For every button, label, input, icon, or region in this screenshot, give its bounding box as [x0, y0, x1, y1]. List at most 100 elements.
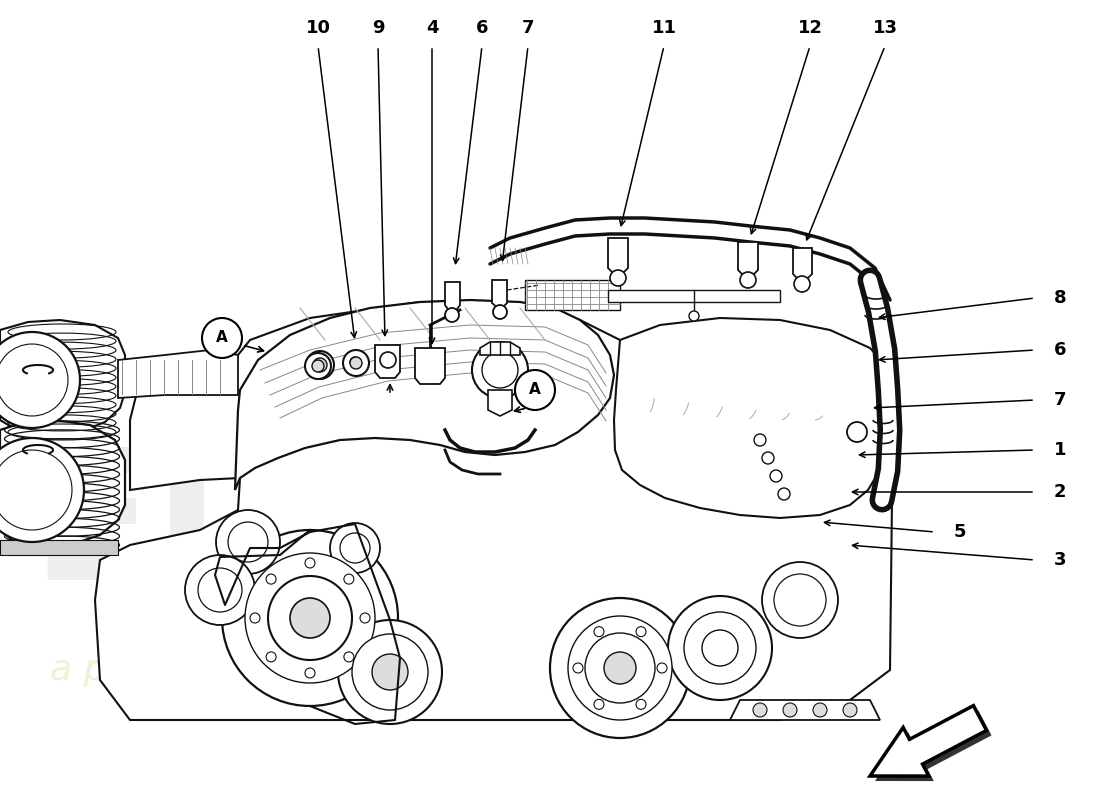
- Circle shape: [762, 452, 774, 464]
- Circle shape: [515, 370, 556, 410]
- FancyArrow shape: [870, 706, 987, 776]
- Text: 5: 5: [954, 523, 966, 541]
- FancyArrow shape: [874, 710, 991, 781]
- Circle shape: [306, 351, 334, 379]
- Text: 7: 7: [521, 19, 535, 37]
- Circle shape: [446, 308, 459, 322]
- Circle shape: [185, 555, 255, 625]
- Text: 9: 9: [372, 19, 384, 37]
- Polygon shape: [525, 280, 620, 310]
- Circle shape: [604, 652, 636, 684]
- Circle shape: [636, 626, 646, 637]
- Circle shape: [305, 353, 331, 379]
- Polygon shape: [488, 390, 512, 416]
- Circle shape: [228, 522, 268, 562]
- Circle shape: [0, 332, 80, 428]
- Circle shape: [338, 620, 442, 724]
- Text: 3: 3: [1054, 551, 1066, 569]
- Polygon shape: [793, 248, 812, 280]
- Polygon shape: [614, 318, 892, 518]
- Circle shape: [340, 533, 370, 563]
- Text: 1: 1: [1054, 441, 1066, 459]
- Circle shape: [305, 668, 315, 678]
- Circle shape: [794, 276, 810, 292]
- Text: A: A: [529, 382, 541, 398]
- Circle shape: [344, 351, 366, 373]
- Circle shape: [847, 422, 867, 442]
- Text: A: A: [216, 330, 228, 346]
- Circle shape: [754, 703, 767, 717]
- Circle shape: [585, 633, 654, 703]
- Circle shape: [266, 652, 276, 662]
- Circle shape: [350, 357, 360, 367]
- Circle shape: [344, 574, 354, 584]
- Circle shape: [783, 703, 798, 717]
- Circle shape: [770, 470, 782, 482]
- Circle shape: [344, 652, 354, 662]
- Text: 7: 7: [1054, 391, 1066, 409]
- Text: 10: 10: [306, 19, 330, 37]
- Text: 6: 6: [1054, 341, 1066, 359]
- Polygon shape: [730, 700, 880, 720]
- Circle shape: [610, 270, 626, 286]
- Polygon shape: [608, 290, 780, 302]
- Circle shape: [754, 434, 766, 446]
- Text: 11: 11: [651, 19, 676, 37]
- Circle shape: [573, 663, 583, 673]
- Circle shape: [343, 350, 368, 376]
- Circle shape: [740, 272, 756, 288]
- Circle shape: [202, 318, 242, 358]
- Circle shape: [684, 612, 756, 684]
- Circle shape: [314, 358, 327, 372]
- Text: 4: 4: [426, 19, 438, 37]
- Text: 8: 8: [1054, 289, 1066, 307]
- Circle shape: [0, 344, 68, 416]
- Circle shape: [222, 530, 398, 706]
- Polygon shape: [375, 345, 400, 378]
- Polygon shape: [0, 320, 125, 435]
- Polygon shape: [492, 280, 507, 310]
- Circle shape: [774, 574, 826, 626]
- Circle shape: [360, 613, 370, 623]
- Circle shape: [594, 626, 604, 637]
- Circle shape: [843, 703, 857, 717]
- Circle shape: [813, 703, 827, 717]
- Polygon shape: [95, 302, 892, 720]
- Text: 13: 13: [872, 19, 898, 37]
- Polygon shape: [480, 342, 520, 355]
- Polygon shape: [738, 242, 758, 276]
- Circle shape: [0, 438, 84, 542]
- Text: 6: 6: [475, 19, 488, 37]
- Circle shape: [689, 311, 698, 321]
- Text: 2: 2: [1054, 483, 1066, 501]
- Circle shape: [330, 523, 380, 573]
- Circle shape: [482, 352, 518, 388]
- Circle shape: [472, 342, 528, 398]
- Circle shape: [568, 616, 672, 720]
- Circle shape: [493, 305, 507, 319]
- Circle shape: [762, 562, 838, 638]
- Circle shape: [250, 613, 260, 623]
- Circle shape: [290, 598, 330, 638]
- Circle shape: [305, 558, 315, 568]
- Circle shape: [778, 488, 790, 500]
- Polygon shape: [0, 540, 118, 555]
- Circle shape: [245, 553, 375, 683]
- Circle shape: [198, 568, 242, 612]
- Circle shape: [350, 357, 362, 369]
- Circle shape: [268, 576, 352, 660]
- Circle shape: [0, 450, 72, 530]
- Circle shape: [668, 596, 772, 700]
- Circle shape: [379, 352, 396, 368]
- Circle shape: [372, 654, 408, 690]
- Circle shape: [550, 598, 690, 738]
- Polygon shape: [0, 420, 125, 548]
- Circle shape: [312, 360, 324, 372]
- Circle shape: [636, 699, 646, 710]
- Polygon shape: [446, 282, 460, 312]
- Text: ELD: ELD: [30, 442, 418, 618]
- Polygon shape: [118, 350, 238, 398]
- Circle shape: [702, 630, 738, 666]
- Polygon shape: [415, 348, 446, 384]
- Polygon shape: [235, 300, 614, 490]
